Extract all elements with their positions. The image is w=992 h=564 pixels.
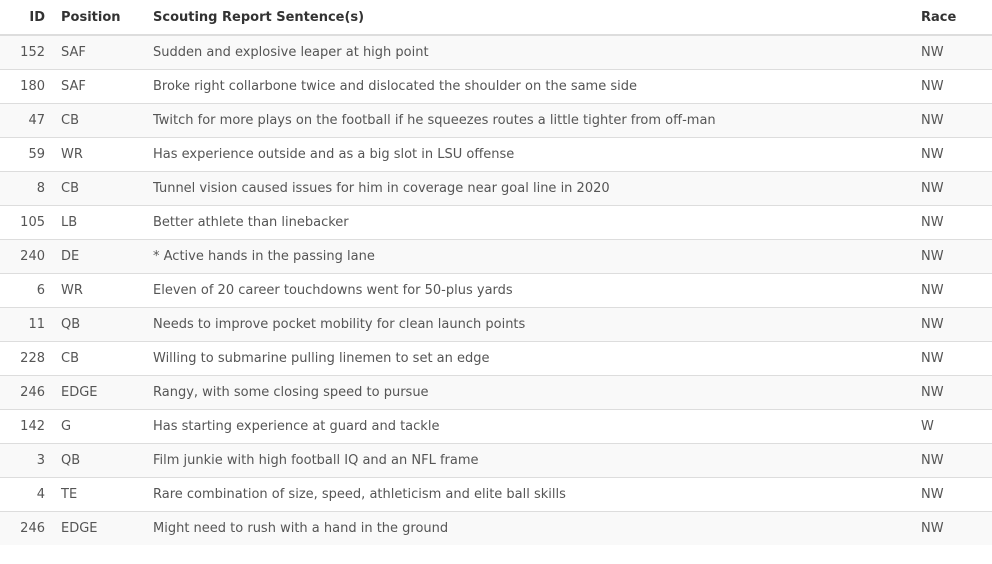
table-row: 3 QB Film junkie with high football IQ a… <box>0 442 992 477</box>
table-row: 59 WR Has experience outside and as a bi… <box>0 136 992 171</box>
table-row: 142 G Has starting experience at guard a… <box>0 408 992 443</box>
cell-race: NW <box>921 272 992 307</box>
cell-sentence: Better athlete than linebacker <box>153 204 921 239</box>
cell-position: DE <box>53 238 153 273</box>
cell-position: EDGE <box>53 374 153 409</box>
cell-position: CB <box>53 340 153 375</box>
header-id[interactable]: ID <box>0 0 53 36</box>
table-row: 105 LB Better athlete than linebacker NW <box>0 204 992 239</box>
cell-race: NW <box>921 204 992 239</box>
cell-position: QB <box>53 442 153 477</box>
header-row: ID Position Scouting Report Sentence(s) … <box>0 0 992 36</box>
cell-sentence: Tunnel vision caused issues for him in c… <box>153 170 921 205</box>
cell-race: NW <box>921 238 992 273</box>
cell-id: 59 <box>0 136 53 171</box>
table-row: 11 QB Needs to improve pocket mobility f… <box>0 306 992 341</box>
cell-id: 11 <box>0 306 53 341</box>
cell-position: WR <box>53 272 153 307</box>
cell-sentence: Needs to improve pocket mobility for cle… <box>153 306 921 341</box>
cell-id: 240 <box>0 238 53 273</box>
table-row: 246 EDGE Rangy, with some closing speed … <box>0 374 992 409</box>
cell-id: 3 <box>0 442 53 477</box>
cell-id: 4 <box>0 476 53 511</box>
cell-id: 246 <box>0 510 53 545</box>
cell-sentence: Rare combination of size, speed, athleti… <box>153 476 921 511</box>
cell-sentence: Sudden and explosive leaper at high poin… <box>153 34 921 69</box>
table-row: 180 SAF Broke right collarbone twice and… <box>0 68 992 103</box>
cell-race: NW <box>921 136 992 171</box>
cell-id: 152 <box>0 34 53 69</box>
cell-sentence: Broke right collarbone twice and disloca… <box>153 68 921 103</box>
cell-race: NW <box>921 68 992 103</box>
cell-id: 180 <box>0 68 53 103</box>
scouting-report-table: ID Position Scouting Report Sentence(s) … <box>0 0 992 545</box>
cell-race: NW <box>921 306 992 341</box>
cell-position: WR <box>53 136 153 171</box>
table-row: 152 SAF Sudden and explosive leaper at h… <box>0 34 992 69</box>
cell-race: NW <box>921 340 992 375</box>
cell-position: QB <box>53 306 153 341</box>
cell-position: TE <box>53 476 153 511</box>
table-body: 152 SAF Sudden and explosive leaper at h… <box>0 34 992 545</box>
cell-sentence: Rangy, with some closing speed to pursue <box>153 374 921 409</box>
cell-race: NW <box>921 510 992 545</box>
cell-id: 246 <box>0 374 53 409</box>
cell-position: CB <box>53 102 153 137</box>
cell-position: CB <box>53 170 153 205</box>
cell-sentence: Has experience outside and as a big slot… <box>153 136 921 171</box>
cell-sentence: Eleven of 20 career touchdowns went for … <box>153 272 921 307</box>
cell-id: 47 <box>0 102 53 137</box>
cell-race: NW <box>921 374 992 409</box>
cell-id: 105 <box>0 204 53 239</box>
cell-sentence: Twitch for more plays on the football if… <box>153 102 921 137</box>
cell-position: EDGE <box>53 510 153 545</box>
cell-race: W <box>921 408 992 443</box>
header-sentence[interactable]: Scouting Report Sentence(s) <box>153 0 921 36</box>
cell-sentence: Might need to rush with a hand in the gr… <box>153 510 921 545</box>
cell-sentence: Willing to submarine pulling linemen to … <box>153 340 921 375</box>
cell-race: NW <box>921 102 992 137</box>
cell-race: NW <box>921 476 992 511</box>
table-header: ID Position Scouting Report Sentence(s) … <box>0 0 992 36</box>
cell-sentence: Has starting experience at guard and tac… <box>153 408 921 443</box>
cell-sentence: Film junkie with high football IQ and an… <box>153 442 921 477</box>
cell-race: NW <box>921 170 992 205</box>
cell-sentence: * Active hands in the passing lane <box>153 238 921 273</box>
table-row: 228 CB Willing to submarine pulling line… <box>0 340 992 375</box>
header-position[interactable]: Position <box>53 0 153 36</box>
cell-position: LB <box>53 204 153 239</box>
cell-id: 228 <box>0 340 53 375</box>
table-row: 8 CB Tunnel vision caused issues for him… <box>0 170 992 205</box>
cell-race: NW <box>921 442 992 477</box>
cell-id: 8 <box>0 170 53 205</box>
cell-position: SAF <box>53 34 153 69</box>
table-row: 6 WR Eleven of 20 career touchdowns went… <box>0 272 992 307</box>
header-race[interactable]: Race <box>921 0 992 36</box>
table-row: 4 TE Rare combination of size, speed, at… <box>0 476 992 511</box>
cell-id: 142 <box>0 408 53 443</box>
cell-position: SAF <box>53 68 153 103</box>
table-row: 47 CB Twitch for more plays on the footb… <box>0 102 992 137</box>
cell-id: 6 <box>0 272 53 307</box>
cell-position: G <box>53 408 153 443</box>
table-row: 240 DE * Active hands in the passing lan… <box>0 238 992 273</box>
table-row: 246 EDGE Might need to rush with a hand … <box>0 510 992 545</box>
cell-race: NW <box>921 34 992 69</box>
